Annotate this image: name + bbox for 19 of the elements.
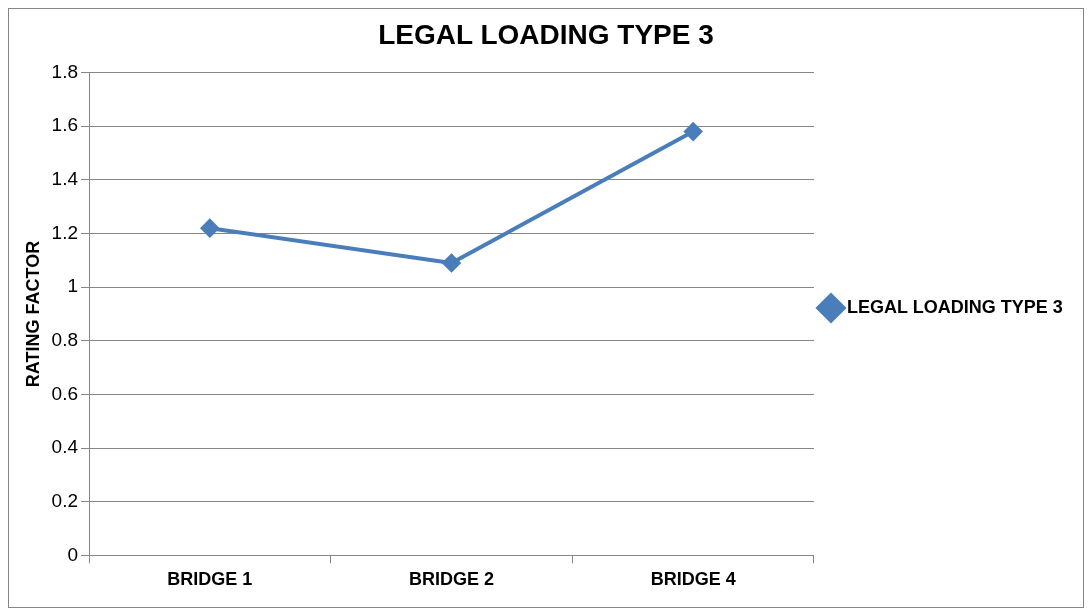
point bbox=[200, 219, 219, 238]
y-tick-label: 1.8 bbox=[51, 60, 79, 82]
y-tick-label: 1 bbox=[67, 275, 79, 297]
x-tick-label: BRIDGE 1 bbox=[167, 569, 253, 590]
y-tick-label: 1.6 bbox=[51, 114, 79, 136]
legend-label: LEGAL LOADING TYPE 3 bbox=[846, 296, 1063, 317]
x-tick-label: BRIDGE 4 bbox=[650, 569, 736, 590]
y-tick-label: 0 bbox=[67, 543, 79, 565]
point bbox=[684, 122, 703, 141]
y-tick-label: 1.4 bbox=[51, 168, 79, 190]
y-tick-label: 0.6 bbox=[51, 382, 79, 404]
y-tick-label: 0.8 bbox=[51, 329, 79, 351]
point bbox=[442, 254, 461, 273]
y-tick-label: 0.4 bbox=[51, 436, 79, 458]
y-tick-label: 0.2 bbox=[51, 489, 79, 511]
chart-title: LEGAL LOADING TYPE 3 bbox=[378, 18, 714, 50]
y-tick-label: 1.2 bbox=[51, 221, 79, 243]
y-axis-title: RATING FACTOR bbox=[22, 240, 43, 388]
x-tick-label: BRIDGE 2 bbox=[408, 569, 495, 590]
